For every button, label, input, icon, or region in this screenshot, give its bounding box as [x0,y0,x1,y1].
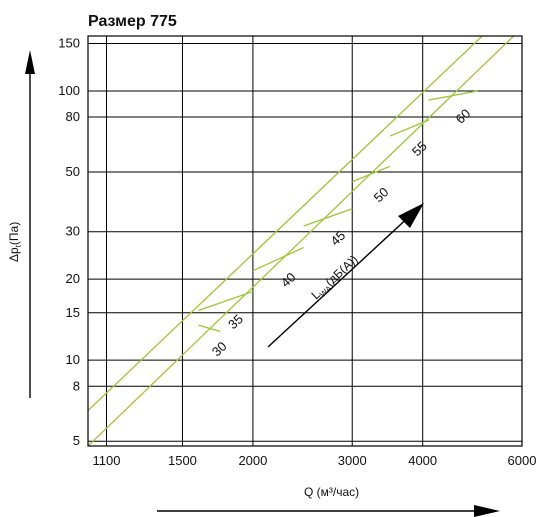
x-tick-label: 1100 [93,453,121,468]
data-lines [88,36,515,446]
noise-line-30 [198,324,221,332]
y-tick-label: 10 [66,352,80,367]
x-tick-label: 2000 [238,453,267,468]
x-tick-label: 6000 [508,453,537,468]
noise-label-60: 60 [453,106,474,127]
noise-line-40 [252,246,304,272]
y-axis-label: Δpt(Па) [7,222,23,262]
y-tick-label: 15 [66,305,80,320]
noise-label-30: 30 [209,338,230,359]
y-tick-label: 80 [66,109,80,124]
y-tick-label: 8 [73,378,80,393]
noise-label-35: 35 [225,311,246,332]
y-tick-labels: 5 8 10 15 20 30 50 80 100 150 [58,36,80,449]
noise-line-35 [198,290,254,312]
band-line-upper [88,36,483,412]
plot-frame [87,35,523,447]
noise-line-50 [351,165,391,183]
y-tick-label: 5 [73,433,80,448]
y-tick-label: 100 [58,83,80,98]
noise-axis-arrowhead [398,203,424,228]
y-tick-label: 50 [66,164,80,179]
chart-title: Размер 775 [88,13,177,30]
noise-axis-line [267,213,413,348]
band-line-lower [88,36,515,446]
noise-label-55: 55 [409,138,430,159]
y-axis: Δpt(Па) [7,50,35,398]
noise-line-60 [428,90,478,101]
noise-line-45 [303,208,353,227]
y-tick-label: 20 [66,271,80,286]
x-axis-arrowhead [474,505,500,517]
grid [88,36,522,446]
x-tick-label: 1500 [168,453,197,468]
x-tick-label: 3000 [338,453,367,468]
y-tick-label: 150 [58,36,80,51]
x-tick-label: 4000 [408,453,437,468]
y-axis-arrowhead [25,50,35,74]
x-axis-label: Q (м³/час) [304,485,359,499]
noise-axis: LWA(дБ(A)) [267,203,424,348]
x-axis: Q (м³/час) [157,485,500,517]
y-tick-label: 30 [66,224,80,239]
noise-line-55 [389,119,429,137]
x-tick-labels: 1100 1500 2000 3000 4000 6000 [93,453,537,468]
